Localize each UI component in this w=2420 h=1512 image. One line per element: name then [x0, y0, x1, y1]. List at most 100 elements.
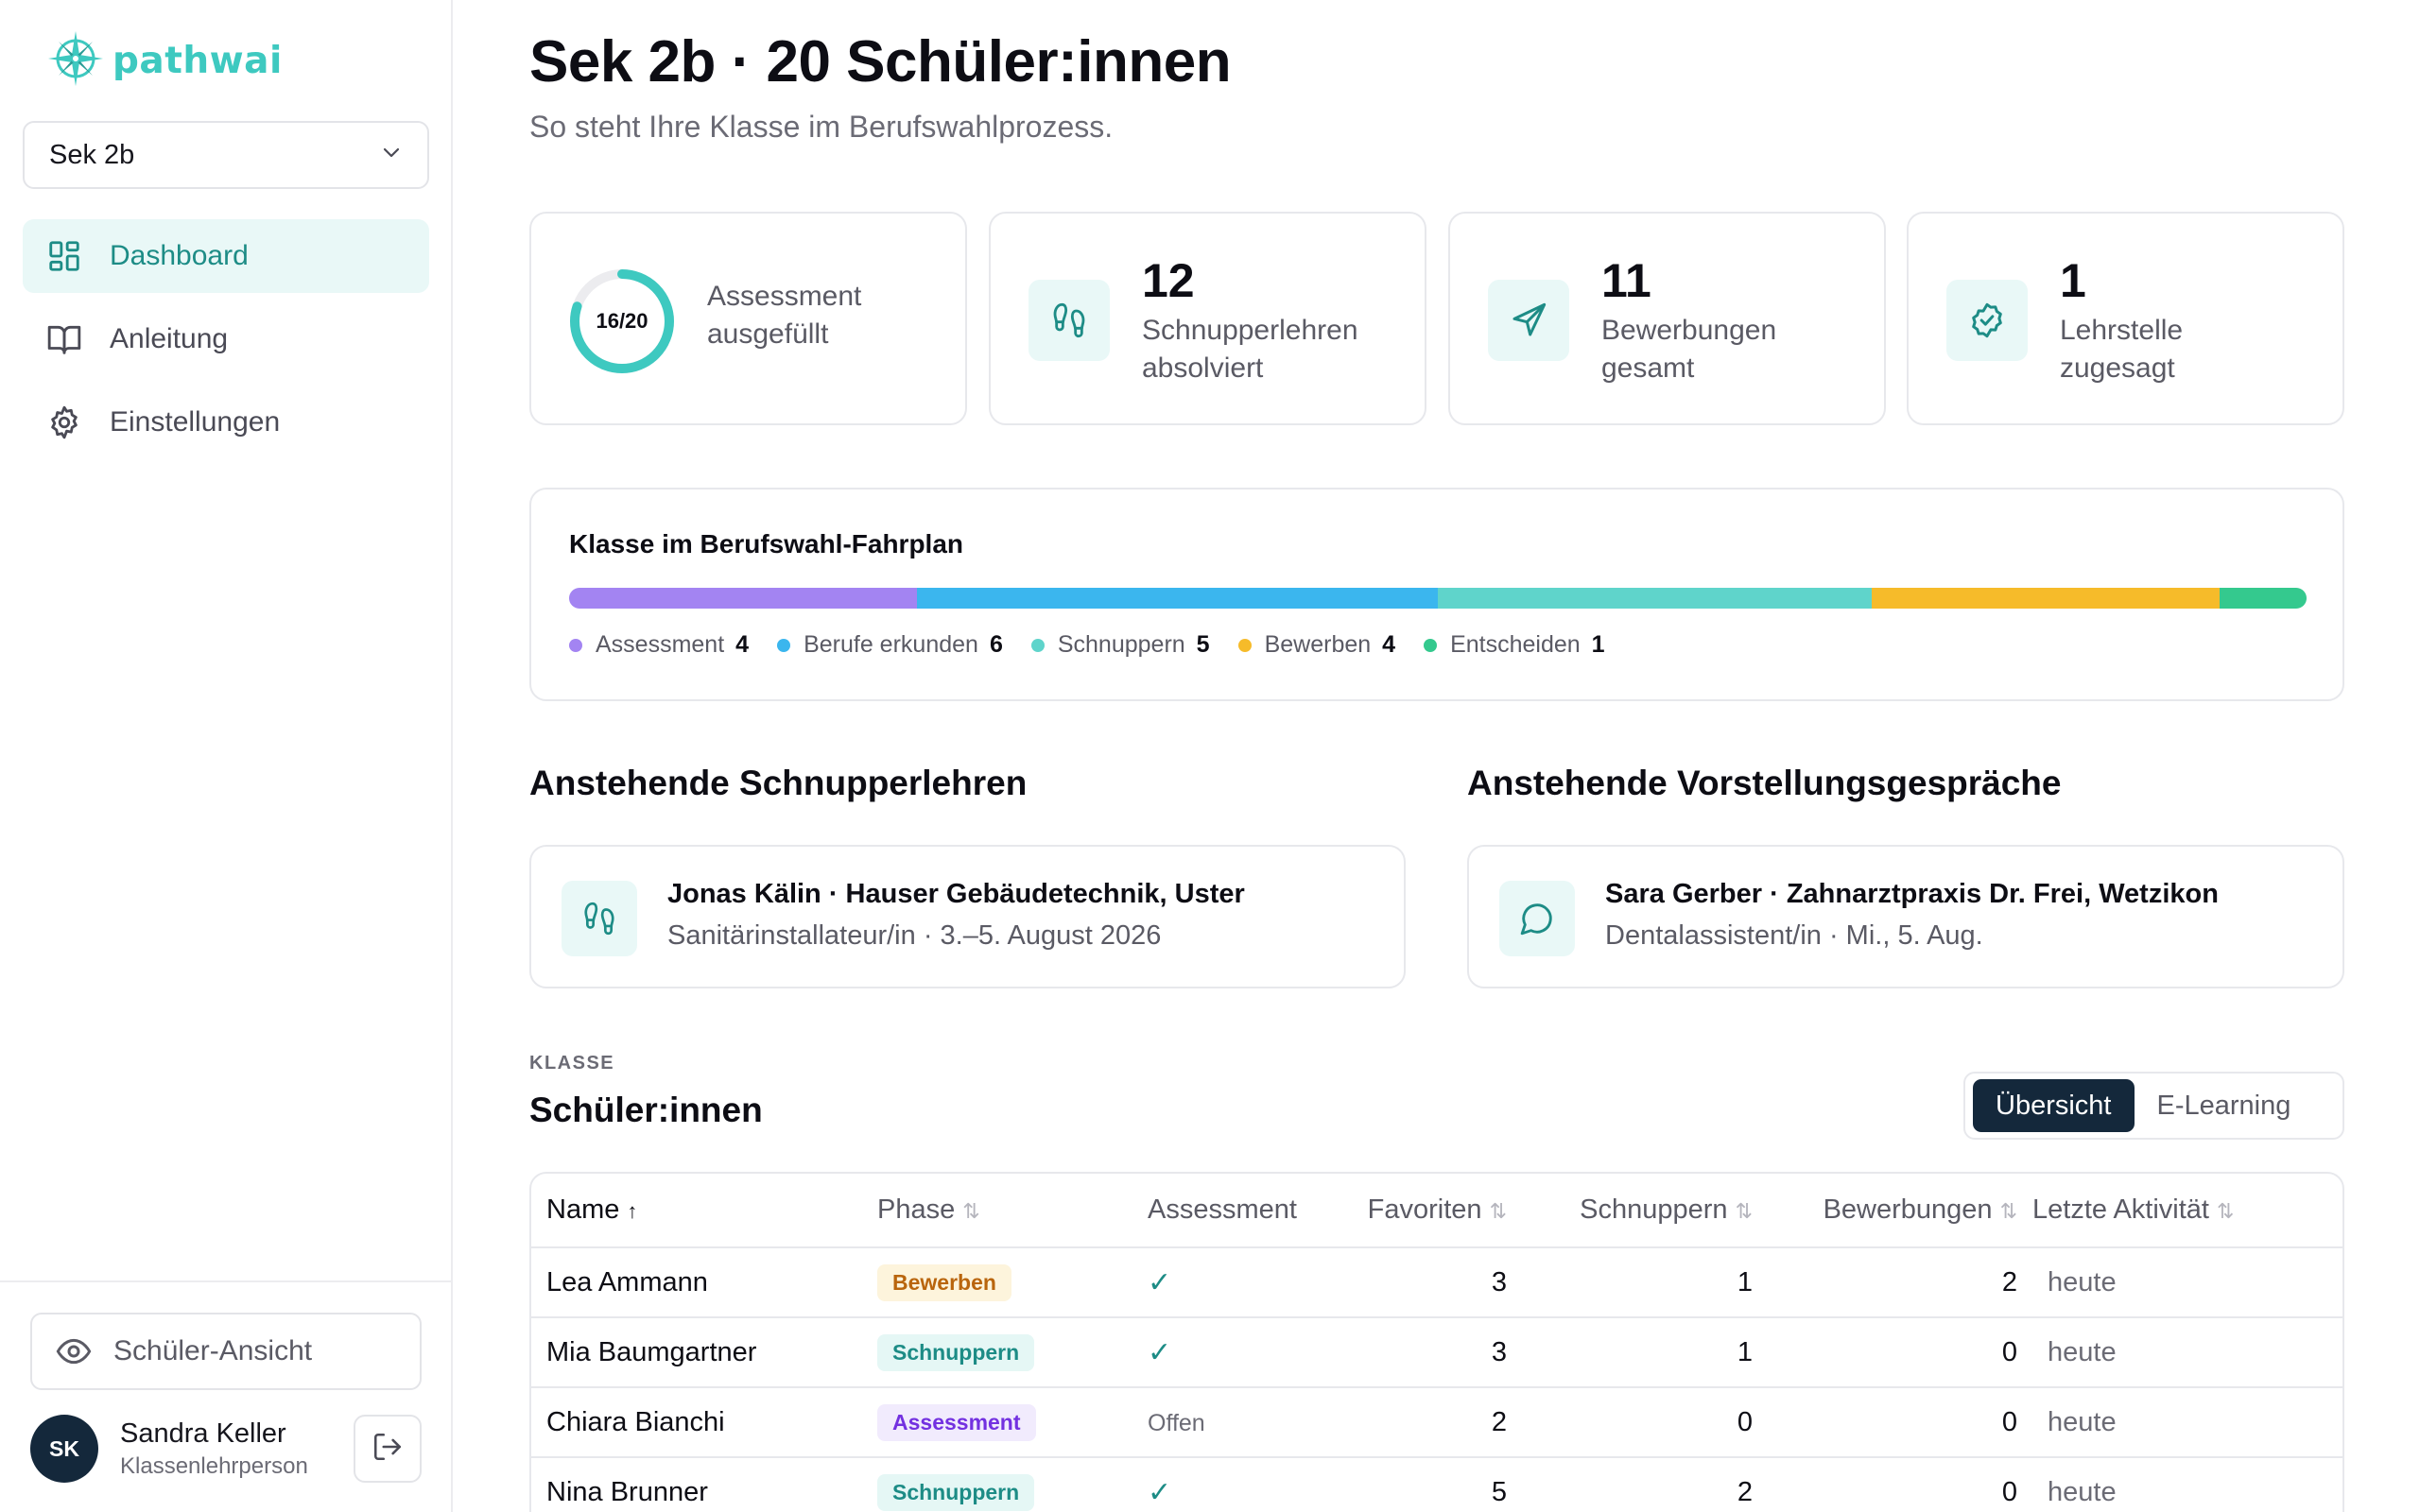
sidebar-nav: Dashboard Anleitung Einstellungen	[23, 219, 429, 469]
user-profile: SK Sandra Keller Klassenlehrperson	[30, 1415, 308, 1483]
cell-assessment: ✓	[1148, 1317, 1346, 1388]
roadmap-segment	[1437, 588, 1873, 609]
stat-label-line1: Bewerbungen	[1601, 315, 1777, 346]
cell-activity: heute	[2017, 1317, 2342, 1388]
table-row[interactable]: Nina Brunner Schnuppern ✓ 5 2 0 heute	[531, 1457, 2342, 1512]
cell-phase: Schnuppern	[877, 1457, 1148, 1512]
stat-label-line1: Lehrstelle	[2060, 315, 2184, 346]
appt-subtitle: Sanitärinstallateur/in · 3.–5. August 20…	[667, 920, 1162, 951]
cell-bewerbungen: 2	[1753, 1247, 2017, 1318]
book-icon	[45, 320, 83, 358]
legend-dot	[1237, 638, 1252, 652]
upcoming-interview-card[interactable]: Sara Gerber · Zahnarztpraxis Dr. Frei, W…	[1467, 845, 2344, 988]
chat-bubble-icon	[1499, 881, 1575, 956]
column-header-name[interactable]: Name ↑	[531, 1174, 877, 1248]
page-subtitle: So steht Ihre Klasse im Berufswahlprozes…	[529, 110, 1114, 144]
user-name: Sandra Keller	[120, 1418, 286, 1449]
roadmap-segment	[916, 588, 1438, 609]
student-view-button[interactable]: Schüler-Ansicht	[30, 1313, 422, 1390]
cell-name: Lea Ammann	[531, 1247, 877, 1318]
table-row[interactable]: Chiara Bianchi Assessment Offen 2 0 0 heute	[531, 1387, 2342, 1458]
check-icon: ✓	[1148, 1266, 1172, 1298]
legend-count: 5	[1196, 631, 1210, 658]
logo[interactable]: pathwai	[46, 29, 283, 93]
legend-label: Schnuppern	[1057, 631, 1185, 658]
stat-card-assessment: 16/20 Assessment ausgefüllt	[529, 212, 967, 425]
phase-badge: Bewerben	[877, 1263, 1011, 1301]
cell-activity: heute	[2017, 1457, 2342, 1512]
cell-phase: Schnuppern	[877, 1317, 1148, 1388]
column-header-assessment: Assessment	[1148, 1174, 1346, 1248]
legend-label: Entscheiden	[1450, 631, 1581, 658]
cell-assessment: ✓	[1148, 1247, 1346, 1318]
legend-item: Assessment 4	[569, 631, 749, 659]
column-header-bewerbungen[interactable]: Bewerbungen ⇅	[1753, 1174, 2017, 1248]
table-row[interactable]: Lea Ammann Bewerben ✓ 3 1 2 heute	[531, 1247, 2342, 1318]
sidebar-item-label: Anleitung	[110, 323, 229, 354]
column-header-favoriten[interactable]: Favoriten ⇅	[1346, 1174, 1507, 1248]
sort-icon: ⇅	[1735, 1199, 1753, 1223]
legend-dot	[777, 638, 791, 652]
stat-card-lehrstelle: 1 Lehrstelle zugesagt	[1907, 212, 2344, 425]
column-label: Schnuppern	[1580, 1194, 1728, 1225]
sidebar-item-anleitung[interactable]: Anleitung	[23, 302, 429, 376]
sidebar: pathwai Sek 2b Dashboard Anleitung	[0, 0, 453, 1512]
phase-badge: Schnuppern	[877, 1333, 1035, 1371]
appt-subtitle: Dentalassistent/in · Mi., 5. Aug.	[1605, 920, 1983, 951]
legend-item: Schnuppern 5	[1030, 631, 1210, 659]
cell-name: Mia Baumgartner	[531, 1317, 877, 1388]
class-select[interactable]: Sek 2b	[23, 121, 429, 189]
upcoming-schnupper-card[interactable]: Jonas Kälin · Hauser Gebäudetechnik, Ust…	[529, 845, 1406, 988]
sidebar-item-einstellungen[interactable]: Einstellungen	[23, 386, 429, 459]
table-header-row: Name ↑ Phase ⇅ Assessment Favoriten ⇅ Schnu…	[531, 1174, 2342, 1248]
toggle-overview[interactable]: Übersicht	[1973, 1079, 2135, 1132]
phase-badge: Assessment	[877, 1403, 1036, 1441]
cell-name: Nina Brunner	[531, 1457, 877, 1512]
upcoming-interviews-title: Anstehende Vorstellungsgespräche	[1467, 764, 2062, 802]
column-label: Favoriten	[1367, 1194, 1482, 1225]
cell-favoriten: 3	[1346, 1247, 1507, 1318]
legend-dot	[1424, 638, 1438, 652]
brand-name: pathwai	[112, 40, 283, 82]
cell-schnuppern: 2	[1507, 1457, 1753, 1512]
stat-value: 11	[1601, 254, 1651, 307]
roadmap-title: Klasse im Berufswahl-Fahrplan	[569, 529, 964, 558]
roadmap-segment	[1872, 588, 2221, 609]
table-row[interactable]: Mia Baumgartner Schnuppern ✓ 3 1 0 heute	[531, 1317, 2342, 1388]
check-icon: ✓	[1148, 1336, 1172, 1368]
cell-phase: Bewerben	[877, 1247, 1148, 1318]
logout-button[interactable]	[354, 1415, 422, 1483]
cell-assessment: Offen	[1148, 1387, 1346, 1458]
stat-label: Schnupperlehren absolviert	[1142, 312, 1416, 387]
sidebar-item-label: Einstellungen	[110, 406, 281, 438]
column-header-phase[interactable]: Phase ⇅	[877, 1174, 1148, 1248]
roadmap-progress-bar	[569, 588, 2307, 609]
roadmap-segment	[2220, 588, 2307, 609]
legend-count: 1	[1591, 631, 1605, 658]
stat-value: 1	[2060, 254, 2086, 307]
toggle-elearning[interactable]: E-Learning	[2156, 1090, 2291, 1121]
appt-title: Jonas Kälin · Hauser Gebäudetechnik, Ust…	[667, 879, 1245, 909]
legend-count: 4	[735, 631, 750, 658]
footprints-icon	[1028, 280, 1110, 361]
column-label: Bewerbungen	[1823, 1194, 1993, 1225]
column-header-activity[interactable]: Letzte Aktivität ⇅	[2017, 1174, 2342, 1248]
eye-icon	[55, 1332, 93, 1370]
cell-favoriten: 2	[1346, 1387, 1507, 1458]
legend-dot	[569, 638, 582, 652]
cell-schnuppern: 1	[1507, 1317, 1753, 1388]
sidebar-item-label: Dashboard	[110, 240, 249, 271]
appt-title: Sara Gerber · Zahnarztpraxis Dr. Frei, W…	[1605, 879, 2219, 909]
stats-row: 16/20 Assessment ausgefüllt 12 Schnupper…	[529, 212, 2344, 425]
legend-label: Bewerben	[1264, 631, 1372, 658]
class-eyebrow: KLASSE	[529, 1053, 615, 1074]
legend-label: Assessment	[596, 631, 725, 658]
sidebar-item-dashboard[interactable]: Dashboard	[23, 219, 429, 293]
column-header-schnuppern[interactable]: Schnuppern ⇅	[1507, 1174, 1753, 1248]
legend-dot	[1030, 638, 1045, 652]
column-label: Name	[546, 1194, 620, 1225]
cell-bewerbungen: 0	[1753, 1317, 2017, 1388]
assessment-status: Offen	[1148, 1409, 1205, 1436]
cell-activity: heute	[2017, 1387, 2342, 1458]
roadmap-legend: Assessment 4 Berufe erkunden 6 Schnuppern 5 Be…	[569, 631, 1634, 659]
